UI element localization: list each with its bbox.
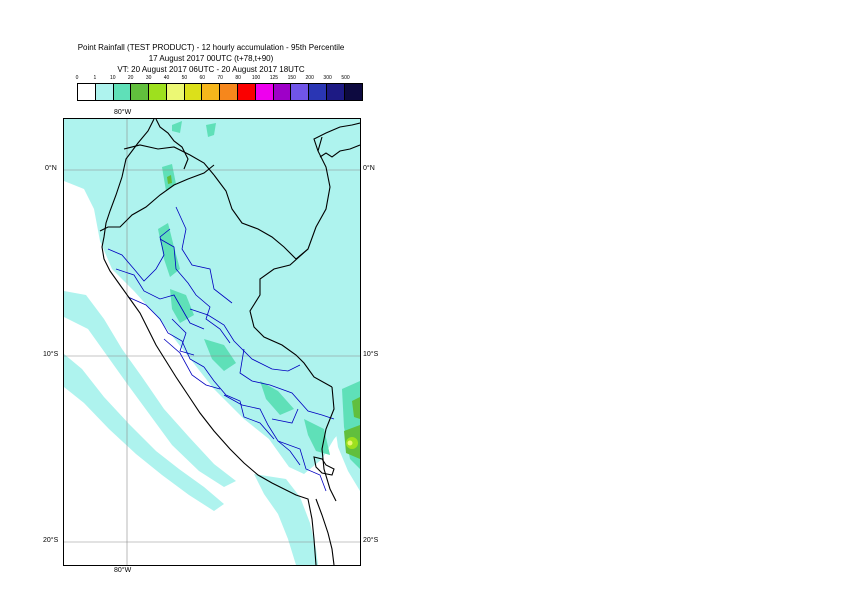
legend-swatch	[184, 84, 203, 100]
legend-swatch	[344, 84, 363, 100]
rain-moderate-north	[172, 121, 182, 133]
lon-label-bottom: 80°W	[114, 567, 132, 574]
title-line-3: VT: 20 August 2017 06UTC - 20 August 201…	[117, 65, 305, 74]
legend-swatch	[166, 84, 185, 100]
legend-tick-label: 500	[341, 75, 350, 81]
peru-brazil-border	[249, 248, 333, 388]
legend-tick-label: 70	[217, 75, 223, 81]
rain-area-offshore-swath	[64, 354, 224, 511]
colombia-coast-north	[155, 119, 189, 170]
brazil-coast-top	[319, 144, 360, 158]
rain-moderate-andes-2	[158, 223, 180, 277]
lat-label-20s-left: 20°S	[43, 537, 59, 544]
rain-heavier-east	[352, 397, 360, 419]
legend-tick-label: 1	[93, 75, 97, 81]
admin-border-4	[163, 338, 221, 390]
legend-tick-label: 0	[75, 75, 79, 81]
legend-swatch	[220, 84, 239, 100]
legend-tick-label: 20	[127, 75, 134, 81]
legend-swatch	[326, 84, 345, 100]
rain-heavier-north	[167, 175, 172, 184]
legend-tick-label: 125	[269, 75, 279, 81]
title-line-2: 17 August 2017 00UTC (t+78,t+90)	[148, 54, 274, 63]
rain-peak-core	[347, 440, 353, 446]
admin-border-2	[159, 238, 231, 344]
coastline	[101, 119, 317, 565]
legend-swatch	[78, 84, 96, 100]
admin-border-north	[107, 228, 171, 282]
rain-moderate-andes-5	[260, 381, 294, 415]
legend-swatch	[149, 84, 167, 100]
legend-tick-label: 10	[110, 75, 116, 81]
rain-moderate-south	[304, 419, 330, 455]
lake-titicaca	[313, 456, 335, 476]
legend-tick-label: 300	[323, 75, 332, 81]
admin-border-11	[171, 318, 195, 356]
legend-swatch	[238, 84, 256, 100]
rainfall-map: 80°W	[63, 118, 361, 566]
ecuador-peru-border	[99, 164, 215, 232]
legend-bar	[77, 83, 364, 101]
legend-swatch	[202, 84, 221, 100]
rain-area-coast-band	[64, 291, 236, 487]
admin-border-8	[239, 348, 335, 420]
rain-area-north	[64, 119, 360, 474]
legend-tick-label: 60	[199, 75, 206, 81]
legend-swatch	[291, 84, 310, 100]
lat-label-0n-right: 0°N	[363, 165, 375, 172]
rain-moderate-andes-4	[204, 339, 236, 371]
admin-border-10	[175, 206, 233, 304]
lat-label-10s-right: 10°S	[363, 351, 379, 358]
colombia-ecuador-border	[123, 144, 215, 176]
admin-border-7	[223, 394, 301, 466]
legend-tick-label: 200	[305, 75, 314, 81]
map-canvas	[64, 119, 360, 565]
legend-tick-label: 30	[145, 75, 152, 81]
legend-swatch	[131, 84, 150, 100]
lat-label-20s-right: 20°S	[363, 537, 379, 544]
admin-border-1	[115, 268, 205, 330]
legend-swatch	[273, 84, 292, 100]
legend-tick-label: 50	[181, 75, 188, 81]
rain-moderate-north-2	[206, 123, 216, 137]
legend-tick-label: 100	[251, 75, 261, 81]
peru-bolivia-border	[321, 386, 337, 502]
legend-swatch	[255, 84, 274, 100]
admin-border-3	[127, 296, 205, 368]
legend-tick-label: 40	[163, 75, 170, 81]
rain-moderate-andes-3	[170, 289, 194, 323]
rain-area-south-coast	[254, 474, 318, 565]
bolivia-chile-border	[315, 498, 335, 565]
admin-border-12	[277, 440, 327, 492]
lat-label-0n-left: 0°N	[45, 165, 57, 172]
legend-swatch	[95, 84, 114, 100]
title-line-1: Point Rainfall (TEST PRODUCT) - 12 hourl…	[77, 43, 345, 52]
legend-tick-label: 80	[235, 75, 241, 81]
brazil-colombia-border	[313, 122, 360, 152]
lon-label-top-outer: 80°W	[114, 109, 132, 116]
admin-border-9	[271, 408, 299, 424]
legend-swatch	[113, 84, 132, 100]
lat-label-10s-left: 10°S	[43, 351, 59, 358]
legend-tick-label: 150	[287, 75, 296, 81]
legend-swatch	[309, 84, 327, 100]
admin-border-5	[189, 308, 301, 372]
admin-border-6	[203, 366, 275, 440]
